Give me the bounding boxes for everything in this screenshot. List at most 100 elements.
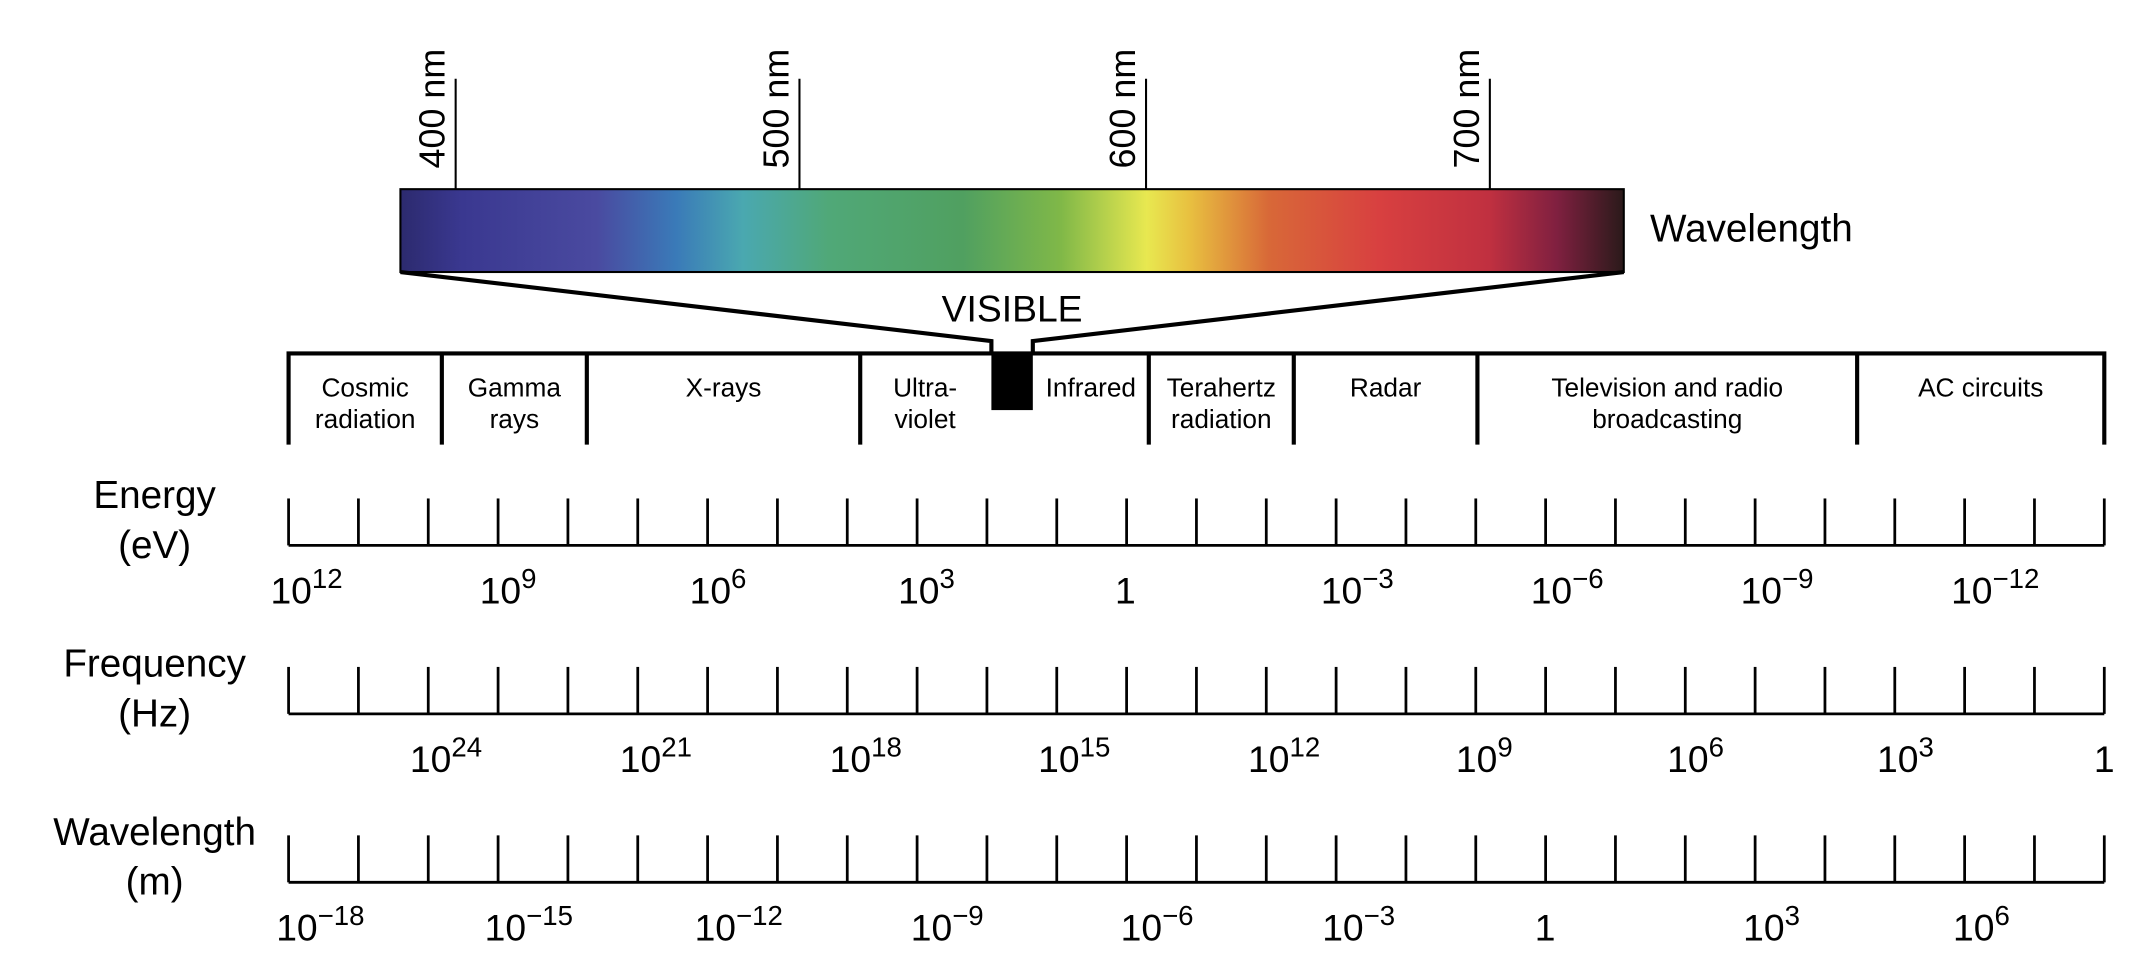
band-label: AC circuits [1918,372,2043,402]
tick-base: 10 [485,906,526,948]
visible-band [991,353,1033,411]
tick-exponent: −12 [1993,563,2040,594]
visible-spectrum-bar [399,188,1625,274]
band-label: Radar [1350,372,1422,402]
scale-tick-label: 10−15 [485,900,573,948]
band-label: radiation [1171,404,1272,434]
tick-base: 10 [911,906,952,948]
tick-exponent: 12 [312,563,343,594]
scale-tick-label: 10−9 [911,900,984,948]
tick-base: 10 [1321,569,1362,611]
zoom-lines [400,269,1625,354]
tick-base: 10 [1531,569,1572,611]
tick-base: 10 [1953,906,1994,948]
band-label: radiation [315,404,416,434]
tick-exponent: 3 [940,563,955,594]
tick-exponent: −6 [1162,900,1193,931]
band-label: Cosmic [322,372,409,402]
tick-exponent: −15 [526,900,573,931]
tick-exponent: 6 [731,563,746,594]
tick-exponent: −9 [1782,563,1813,594]
scale-tick-label: 109 [480,563,537,611]
scale-tick-label: 103 [898,563,955,611]
scale-tick-label: 10−18 [276,900,364,948]
scale-tick-label: 10−3 [1322,900,1395,948]
band-label: Ultra- [893,372,957,402]
tick-exponent: 18 [871,732,902,763]
tick-exponent: 3 [1919,732,1934,763]
scale-unit: (m) [126,861,184,904]
tick-exponent: 21 [661,732,692,763]
band-label: Television and radio [1551,372,1783,402]
tick-exponent: −9 [952,900,983,931]
nm-tick-label: 500 nm [756,49,796,169]
tick-base: 10 [1456,738,1497,780]
tick-base: 1 [2094,738,2115,780]
scale-tick-label: 1012 [1248,732,1320,780]
band-label: broadcasting [1592,404,1742,434]
scale-tick-label: 109 [1456,732,1513,780]
scale-name: Energy [93,474,216,517]
scale-tick-label: 1 [2094,738,2115,780]
tick-exponent: 15 [1080,732,1111,763]
tick-base: 10 [276,906,317,948]
tick-base: 10 [1951,569,1992,611]
tick-exponent: 6 [1994,900,2009,931]
tick-exponent: 9 [1497,732,1512,763]
bar-label: Wavelength [1650,208,1853,251]
tick-base: 10 [690,569,731,611]
tick-base: 10 [1667,738,1708,780]
tick-base: 10 [830,738,871,780]
tick-base: 10 [410,738,451,780]
tick-exponent: 12 [1289,732,1320,763]
band-frame [286,351,2107,445]
tick-exponent: 24 [451,732,482,763]
tick-base: 10 [1877,738,1918,780]
tick-base: 1 [1535,906,1556,948]
tick-exponent: −6 [1572,563,1603,594]
tick-exponent: 9 [521,563,536,594]
tick-base: 10 [1038,738,1079,780]
scale-tick-label: 1024 [410,732,482,780]
band-label: rays [490,404,540,434]
scale-tick-label: 1 [1115,569,1136,611]
scale-name: Wavelength [53,811,256,854]
scale-tick-label: 103 [1743,900,1800,948]
nm-tick-label: 600 nm [1103,49,1143,169]
tick-base: 1 [1115,569,1136,611]
scale-tick-label: 106 [690,563,747,611]
tick-base: 10 [270,569,311,611]
band-label: Infrared [1046,372,1136,402]
scale-tick-label: 1021 [620,732,692,780]
scale-tick-label: 10−6 [1531,563,1604,611]
nm-tick-label: 700 nm [1447,49,1487,169]
scale-tick-label: 1 [1535,906,1556,948]
band-label: Terahertz [1167,372,1276,402]
tick-exponent: −18 [318,900,365,931]
scale-tick-label: 1018 [830,732,902,780]
tick-base: 10 [1248,738,1289,780]
tick-base: 10 [898,569,939,611]
nm-tick-label: 400 nm [413,49,453,169]
scale-tick-label: 10−9 [1741,563,1814,611]
band-label: X-rays [686,372,762,402]
band-label: Gamma [468,372,562,402]
tick-base: 10 [695,906,736,948]
scale-name: Frequency [63,643,246,686]
scale-tick-label: 1015 [1038,732,1110,780]
tick-exponent: −12 [736,900,783,931]
scale-tick-label: 1012 [270,563,342,611]
band-label: violet [895,404,957,434]
tick-base: 10 [1121,906,1162,948]
tick-base: 10 [1743,906,1784,948]
scale-tick-label: 10−3 [1321,563,1394,611]
scale-unit: (eV) [118,524,191,567]
tick-base: 10 [620,738,661,780]
tick-base: 10 [1322,906,1363,948]
tick-exponent: −3 [1364,900,1395,931]
scale-tick-label: 10−12 [1951,563,2039,611]
scale-tick-label: 10−12 [695,900,783,948]
scale-tick-label: 106 [1953,900,2010,948]
scale-tick-label: 106 [1667,732,1724,780]
tick-exponent: 6 [1709,732,1724,763]
